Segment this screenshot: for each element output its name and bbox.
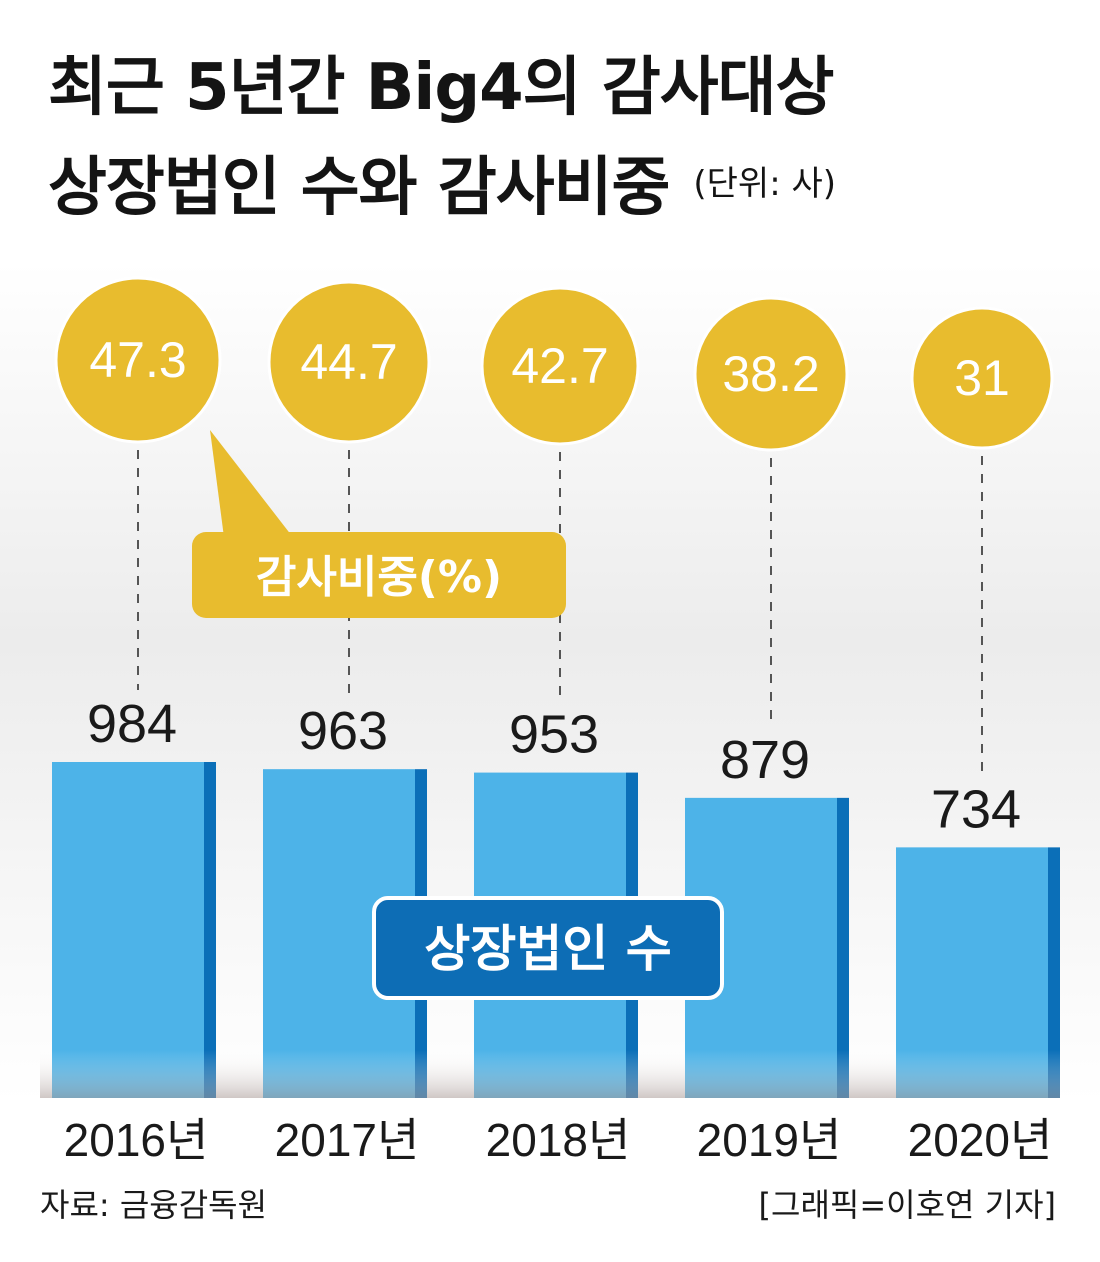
unit-label: (단위: 사) xyxy=(693,164,837,204)
bar-value-labels: 984 963 953 879 734 xyxy=(87,694,1021,839)
ratio-series-callout: 감사비중(%) xyxy=(192,430,566,618)
bar-value-label: 984 xyxy=(87,694,177,754)
bar-value-label: 734 xyxy=(931,779,1021,839)
ratio-label: 31 xyxy=(954,350,1010,406)
title-line-2-text: 상장법인 수와 감사비중 xyxy=(48,151,670,225)
ratio-label: 42.7 xyxy=(511,338,608,394)
bar-value-label: 963 xyxy=(298,701,388,761)
ratio-series-box xyxy=(192,532,566,618)
ratio-bubble xyxy=(693,296,849,452)
ratio-series-label: 감사비중(%) xyxy=(256,552,502,603)
ratio-label: 44.7 xyxy=(300,334,397,390)
ratio-bubble xyxy=(480,286,640,446)
bar-edge xyxy=(204,762,216,1098)
count-series-callout: 상장법인 수 xyxy=(372,896,724,1000)
x-tick-label: 2019년 xyxy=(697,1114,842,1166)
bar-value-label: 953 xyxy=(509,705,599,765)
chart-title: 최근 5년간 Big4의 감사대상 상장법인 수와 감사비중 (단위: 사) xyxy=(48,40,836,236)
ratio-bubbles: 47.3 44.7 42.7 38.2 31 xyxy=(54,276,1054,452)
bar-edge xyxy=(1048,847,1060,1098)
title-line-1: 최근 5년간 Big4의 감사대상 xyxy=(48,51,834,125)
count-series-box xyxy=(372,896,724,1000)
source-note: 자료: 금융감독원 xyxy=(40,1186,268,1224)
count-series-label: 상장법인 수 xyxy=(424,920,671,978)
bar-value-label: 879 xyxy=(720,730,810,790)
x-tick-label: 2016년 xyxy=(64,1114,209,1166)
ratio-bubble xyxy=(910,306,1054,450)
dashed-guides xyxy=(137,450,983,776)
title-line-2: 상장법인 수와 감사비중 (단위: 사) xyxy=(48,136,836,236)
bar-edge xyxy=(837,797,849,1098)
credit-note: [그래픽=이호연 기자] xyxy=(758,1186,1056,1224)
x-tick-label: 2020년 xyxy=(908,1114,1053,1166)
x-tick-label: 2018년 xyxy=(486,1114,631,1166)
ratio-bubble xyxy=(54,276,222,444)
x-tick-labels: 2016년 2017년 2018년 2019년 2020년 xyxy=(64,1114,1053,1166)
x-tick-label: 2017년 xyxy=(275,1114,420,1166)
ratio-label: 47.3 xyxy=(89,332,186,388)
callout-pointer xyxy=(210,430,295,545)
ratio-label: 38.2 xyxy=(722,346,819,402)
bar xyxy=(52,762,204,1098)
ratio-bubble xyxy=(267,280,431,444)
floor-shadow xyxy=(40,1050,1060,1098)
